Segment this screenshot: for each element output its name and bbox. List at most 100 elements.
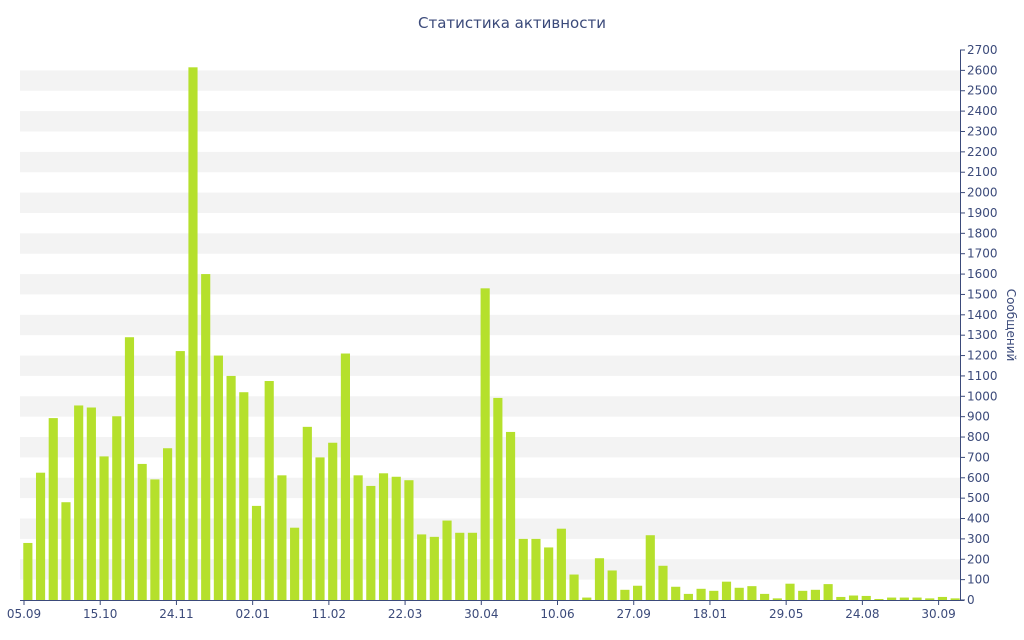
bar[interactable] <box>48 418 58 600</box>
bar[interactable] <box>950 598 960 600</box>
bar[interactable] <box>531 538 541 600</box>
bar[interactable] <box>61 502 71 600</box>
bar[interactable] <box>633 585 643 600</box>
bar[interactable] <box>823 584 833 600</box>
grid-band <box>20 192 960 213</box>
bar[interactable] <box>721 581 732 600</box>
bar[interactable] <box>569 574 579 600</box>
bar[interactable] <box>493 397 503 600</box>
y-axis-label: Сообщений <box>1004 289 1018 362</box>
y-tick-label: 600 <box>967 471 990 485</box>
bar[interactable] <box>124 337 135 600</box>
bar[interactable] <box>505 431 516 600</box>
y-tick-label: 1300 <box>967 328 998 342</box>
bar[interactable] <box>658 565 668 600</box>
bar[interactable] <box>86 407 96 601</box>
x-tick-label: 10.06 <box>540 607 574 621</box>
bar[interactable] <box>455 532 465 600</box>
x-tick-label: 02.01 <box>235 607 269 621</box>
bar[interactable] <box>709 590 719 600</box>
bar[interactable] <box>353 475 363 600</box>
bar[interactable] <box>887 597 897 600</box>
bar[interactable] <box>671 586 681 600</box>
y-tick-label: 1000 <box>967 389 998 403</box>
bar[interactable] <box>201 274 211 600</box>
bar[interactable] <box>937 596 948 600</box>
bar[interactable] <box>251 505 262 600</box>
bar[interactable] <box>366 485 376 600</box>
bar[interactable] <box>518 538 528 600</box>
bar[interactable] <box>23 542 33 600</box>
grid-band <box>20 477 960 499</box>
bar[interactable] <box>74 405 84 600</box>
bar[interactable] <box>150 479 160 600</box>
x-tick-label: 11.02 <box>312 607 346 621</box>
bar[interactable] <box>607 570 617 600</box>
bar[interactable] <box>290 527 300 600</box>
bar[interactable] <box>645 535 655 600</box>
bar[interactable] <box>594 558 605 600</box>
bar[interactable] <box>404 480 414 600</box>
grid-band <box>20 70 960 91</box>
bar[interactable] <box>620 589 630 600</box>
bar[interactable] <box>861 595 871 600</box>
bar[interactable] <box>429 536 439 600</box>
bar[interactable] <box>760 593 770 600</box>
bar[interactable] <box>163 448 173 600</box>
x-tick-label: 29.05 <box>769 607 803 621</box>
bar[interactable] <box>302 426 312 600</box>
bar[interactable] <box>35 472 46 600</box>
bar[interactable] <box>696 588 706 600</box>
grid-band <box>20 355 960 376</box>
bar[interactable] <box>226 375 236 600</box>
bar[interactable] <box>277 475 287 600</box>
x-tick-label: 24.11 <box>159 607 193 621</box>
y-tick-label: 2700 <box>967 43 998 57</box>
x-tick-label: 15.10 <box>83 607 117 621</box>
grid-band <box>20 437 960 458</box>
bar[interactable] <box>391 476 401 600</box>
y-tick-label: 1500 <box>967 287 998 301</box>
bar[interactable] <box>417 534 427 600</box>
y-axis-ticks: 0 100 200 300 400 500 600 700 800 900 1000 1100 1200… <box>960 43 998 607</box>
bar[interactable] <box>137 463 147 600</box>
bar[interactable] <box>175 351 185 600</box>
bar[interactable] <box>99 456 109 600</box>
bar[interactable] <box>112 416 122 600</box>
bar[interactable] <box>747 586 757 600</box>
bar[interactable] <box>734 587 744 600</box>
bar[interactable] <box>785 583 795 600</box>
bar[interactable] <box>480 288 490 600</box>
bar[interactable] <box>328 442 338 600</box>
bar[interactable] <box>340 353 350 600</box>
bar[interactable] <box>544 547 554 600</box>
bar[interactable] <box>582 597 592 600</box>
y-tick-label: 2600 <box>967 63 998 77</box>
bar[interactable] <box>556 528 566 600</box>
x-tick-label: 30.04 <box>464 607 498 621</box>
bar[interactable] <box>315 457 325 600</box>
y-tick-label: 700 <box>967 450 990 464</box>
x-tick-label: 18.01 <box>693 607 727 621</box>
bar[interactable] <box>683 593 693 600</box>
bar[interactable] <box>810 589 820 600</box>
bar[interactable] <box>836 596 846 600</box>
bar[interactable] <box>874 598 884 600</box>
y-tick-label: 2500 <box>967 84 998 98</box>
y-tick-label: 2100 <box>967 165 998 179</box>
bar[interactable] <box>899 597 909 600</box>
bar[interactable] <box>264 381 274 600</box>
bar[interactable] <box>848 595 859 600</box>
bar[interactable] <box>912 597 922 600</box>
bar[interactable] <box>442 520 452 600</box>
bar[interactable] <box>378 473 389 600</box>
bar[interactable] <box>925 598 935 600</box>
bar[interactable] <box>213 355 223 600</box>
bar[interactable] <box>188 67 198 600</box>
bar[interactable] <box>798 590 808 600</box>
bar[interactable] <box>467 532 478 600</box>
bar[interactable] <box>772 598 782 600</box>
y-tick-label: 1700 <box>967 247 998 261</box>
grid-band <box>20 274 960 295</box>
bar[interactable] <box>239 392 249 600</box>
